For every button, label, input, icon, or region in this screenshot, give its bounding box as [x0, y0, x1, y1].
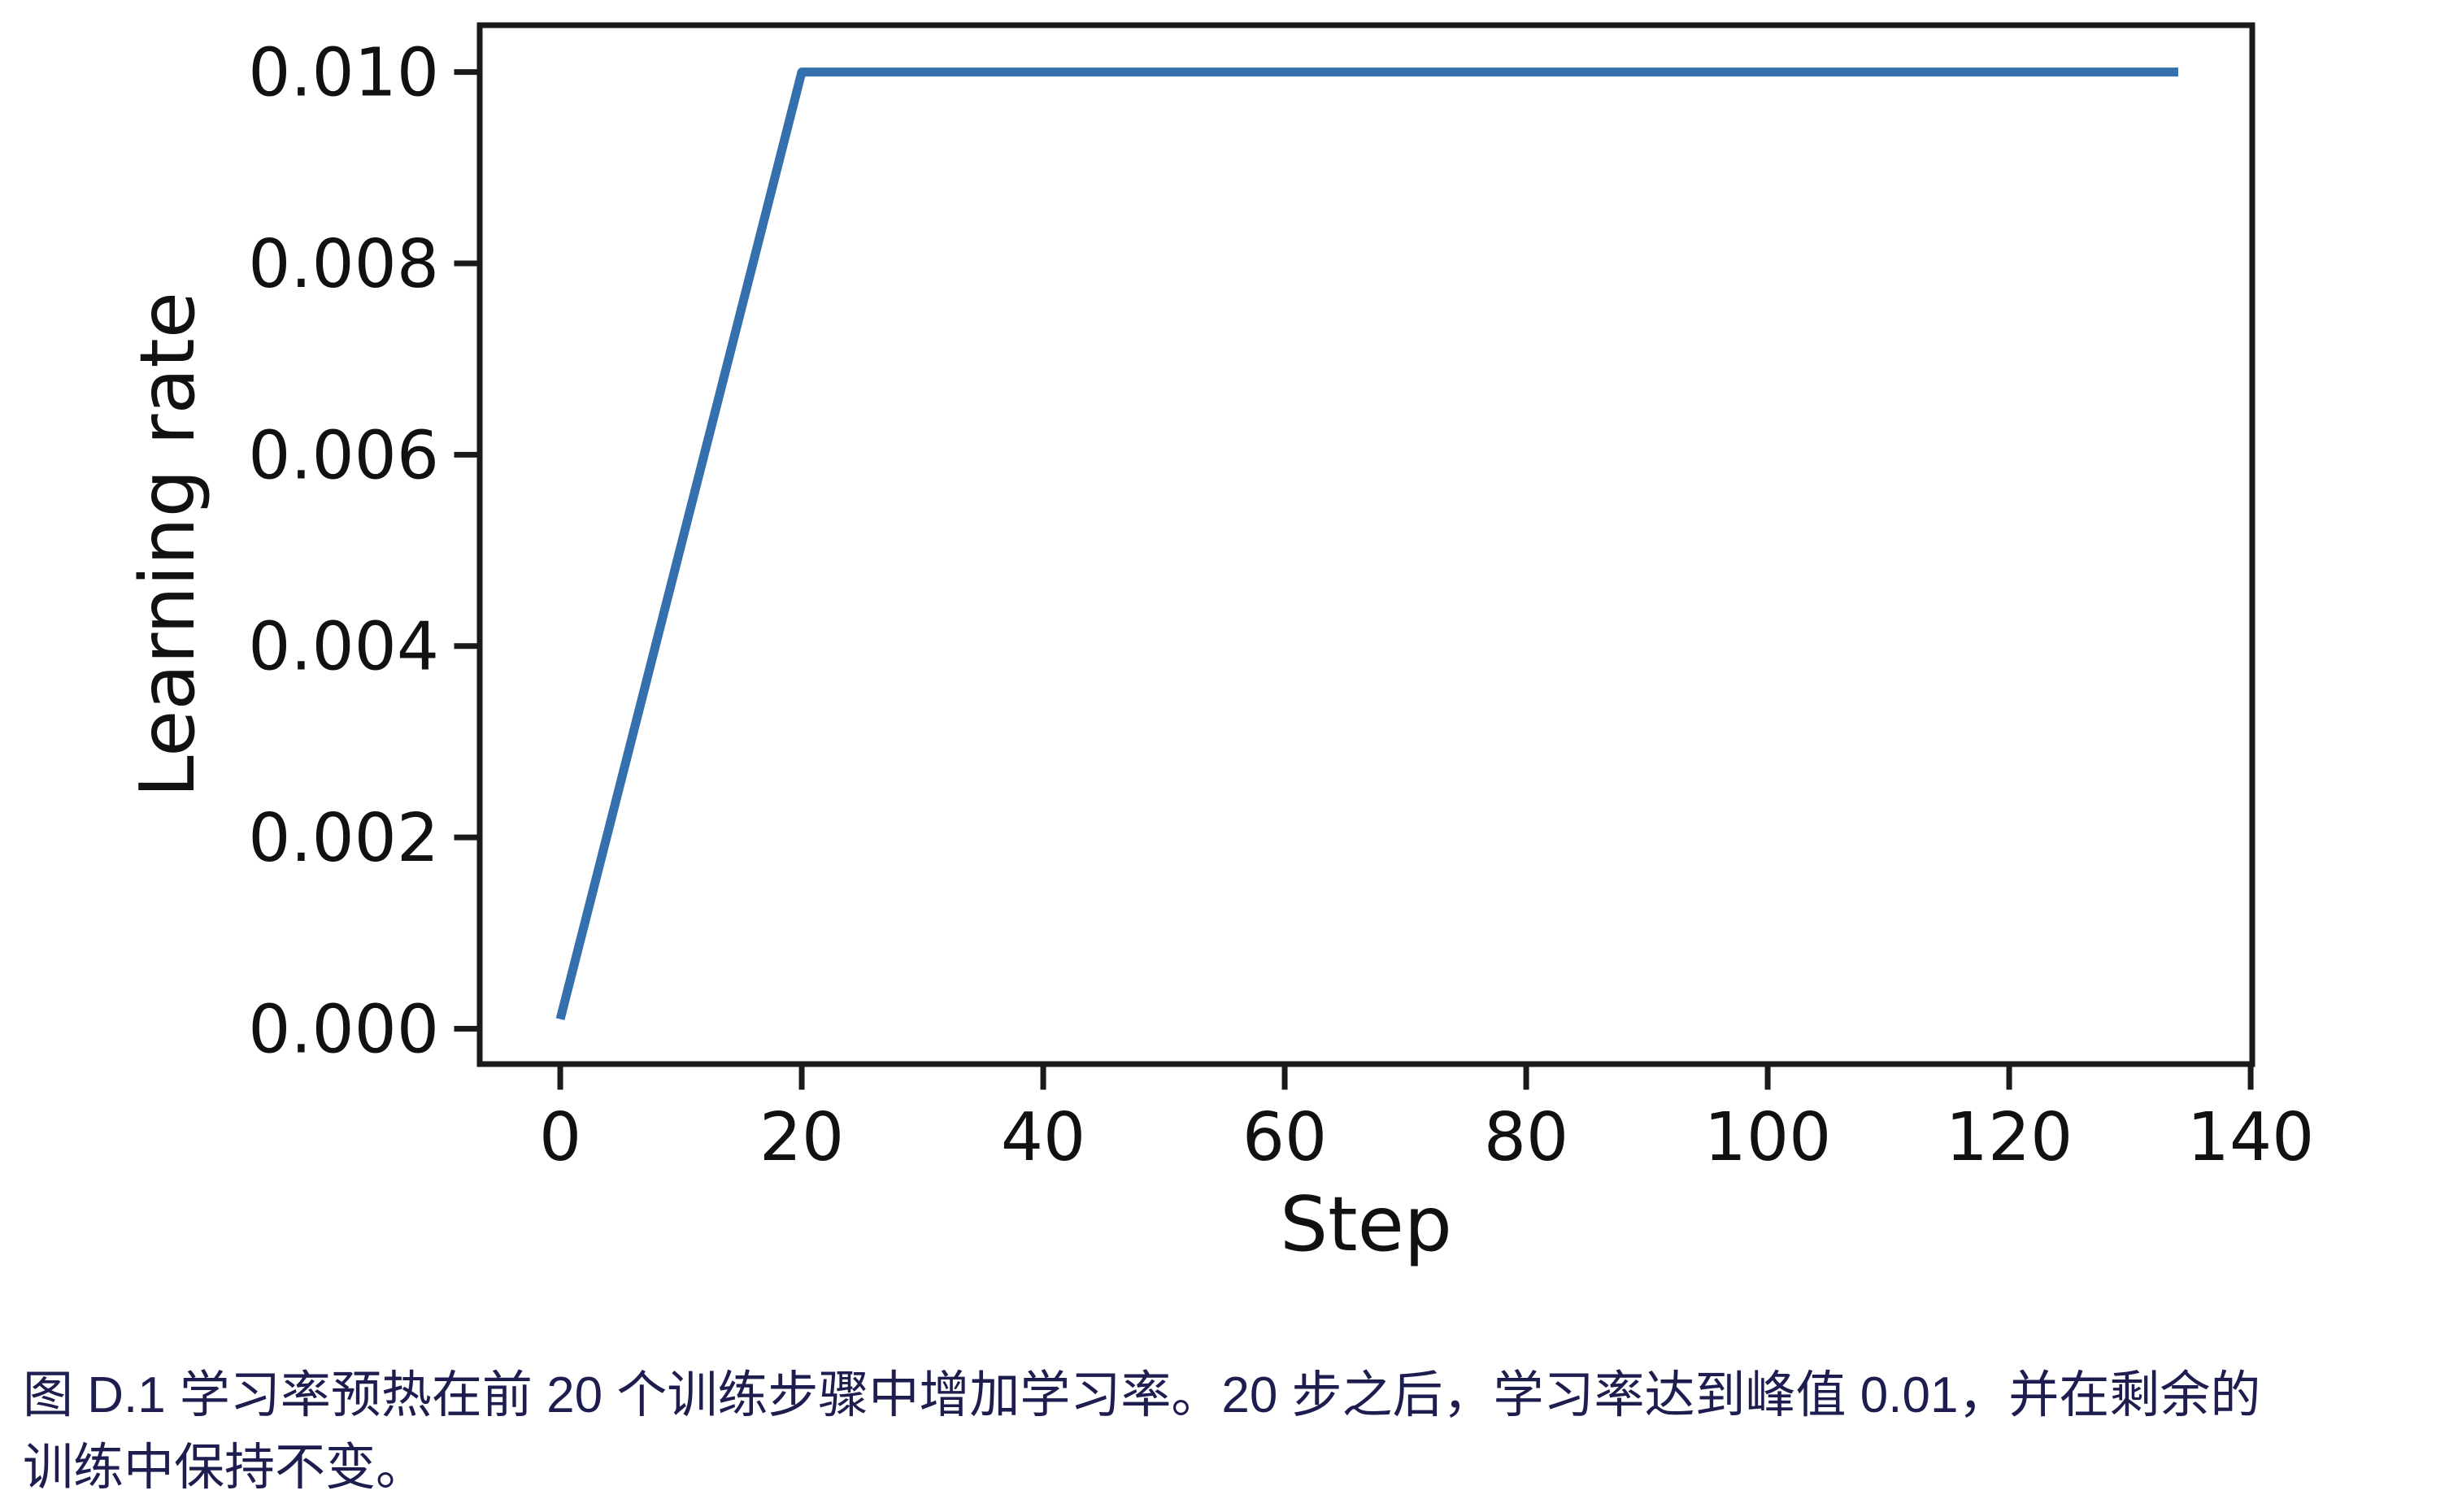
axis-ticks-layer: 0 20 40 60 80 100 120 140 0.000 0.002 0.004 0.006 0.…: [248, 35, 2314, 1176]
x-tick-label: 140: [2187, 1099, 2315, 1176]
x-tick-label: 120: [1946, 1099, 2073, 1176]
y-tick-label: 0.006: [248, 417, 439, 494]
plot-border: [476, 22, 2255, 1067]
learning-rate-chart: 0 20 40 60 80 100 120 140 0.000 0.002 0.004 0.006 0.…: [124, 22, 2314, 1268]
x-tick-label: 20: [759, 1099, 844, 1176]
y-tick-label: 0.008: [248, 226, 439, 303]
x-tick-label: 40: [1001, 1099, 1085, 1176]
line-chart-svg: 0 20 40 60 80 100 120 140 0.000 0.002 0.004 0.006 0.…: [124, 22, 2314, 1268]
caption-line-2: 训练中保持不变。: [23, 1440, 427, 1496]
y-tick-label: 0.002: [248, 800, 439, 877]
x-tick-label: 80: [1484, 1099, 1568, 1176]
x-tick-label: 0: [539, 1099, 581, 1176]
figure-caption: 图 D.1 学习率预热在前 20 个训练步骤中增加学习率。20 步之后，学习率达…: [23, 1359, 2438, 1504]
x-tick-label: 60: [1242, 1099, 1327, 1176]
y-tick-label: 0.000: [248, 991, 439, 1068]
y-axis-label: Learning rate: [124, 292, 211, 797]
y-tick-label: 0.004: [248, 609, 439, 686]
x-tick-label: 100: [1704, 1099, 1832, 1176]
learning-rate-line: [555, 67, 2178, 1021]
y-tick-label: 0.010: [248, 35, 439, 112]
x-axis-label: Step: [1280, 1180, 1452, 1268]
caption-line-1: 图 D.1 学习率预热在前 20 个训练步骤中增加学习率。20 步之后，学习率达…: [23, 1367, 2261, 1423]
